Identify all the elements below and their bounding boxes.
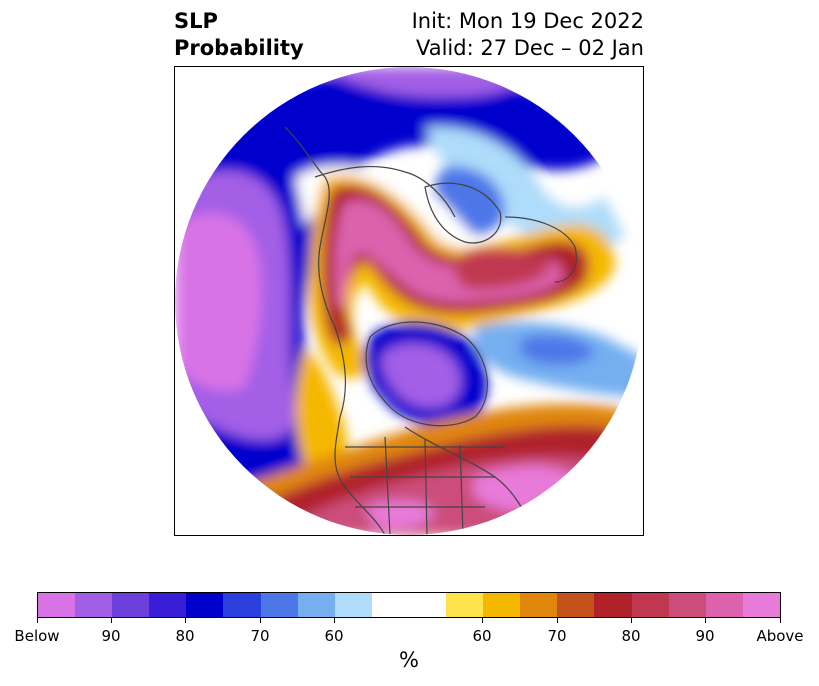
valid-range: Valid: 27 Dec – 02 Jan <box>415 36 644 60</box>
colorbar-segment <box>705 593 743 617</box>
colorbar-tick-label: 90 <box>101 627 121 645</box>
colorbar-segment <box>631 593 669 617</box>
colorbar-segment <box>38 593 76 617</box>
colorbar-segment <box>520 593 558 617</box>
colorbar-tick-mark <box>185 618 186 623</box>
title-right: Init: Mon 19 Dec 2022 Valid: 27 Dec – 02… <box>412 8 644 62</box>
colorbar-segment <box>446 593 484 617</box>
title-variable: SLP <box>174 9 218 33</box>
colorbar-segment <box>75 593 113 617</box>
colorbar-tick-label: Above <box>756 627 804 645</box>
colorbar-segment <box>594 593 632 617</box>
colorbar-tick-label: 60 <box>472 627 492 645</box>
probability-field <box>175 67 643 535</box>
colorbar-tick-label: 70 <box>250 627 270 645</box>
colorbar-tick-mark <box>631 618 632 623</box>
colorbar-tick-label: 90 <box>695 627 715 645</box>
colorbar-tick-mark <box>705 618 706 623</box>
colorbar-tick-mark <box>260 618 261 623</box>
colorbar-tick-mark <box>780 618 781 623</box>
colorbar-tick-label: 70 <box>547 627 567 645</box>
colorbar-segment <box>371 593 447 617</box>
colorbar-segment <box>334 593 372 617</box>
colorbar-segment <box>557 593 595 617</box>
colorbar-tick-mark <box>334 618 335 623</box>
colorbar-tick-mark <box>37 618 38 623</box>
colorbar-tick-mark <box>557 618 558 623</box>
colorbar-tick-mark <box>111 618 112 623</box>
init-date: Init: Mon 19 Dec 2022 <box>411 9 644 33</box>
title-product: Probability <box>174 36 304 60</box>
title-left: SLP Probability <box>174 8 304 62</box>
colorbar-segment <box>742 593 780 617</box>
colorbar-tick-label: 80 <box>175 627 195 645</box>
colorbar-segment <box>260 593 298 617</box>
colorbar-segment <box>223 593 261 617</box>
colorbar-segment <box>483 593 521 617</box>
polar-map <box>175 67 643 535</box>
colorbar-segment <box>297 593 335 617</box>
colorbar <box>37 592 781 618</box>
colorbar-tick-mark <box>482 618 483 623</box>
colorbar-unit: % <box>399 648 419 672</box>
colorbar-segment <box>112 593 150 617</box>
colorbar-tick-label: 60 <box>324 627 344 645</box>
coastlines <box>284 86 626 535</box>
colorbar-segment <box>149 593 187 617</box>
colorbar-segment <box>668 593 706 617</box>
map-panel <box>174 66 644 536</box>
colorbar-tick-label: 80 <box>621 627 641 645</box>
colorbar-segment <box>186 593 224 617</box>
colorbar-tick-label: Below <box>14 627 60 645</box>
